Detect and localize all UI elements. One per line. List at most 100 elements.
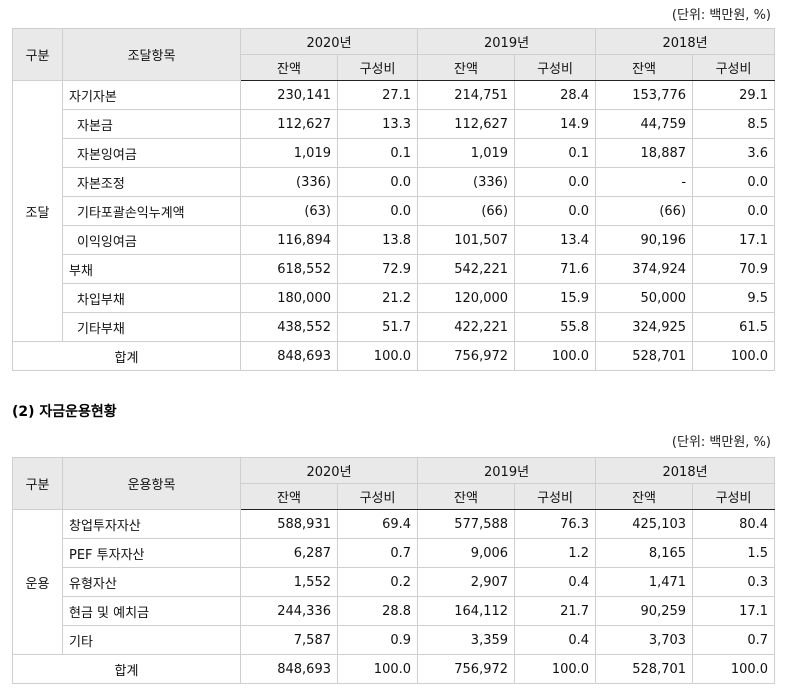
cell: 13.8 xyxy=(336,225,419,255)
cell: 15.9 xyxy=(514,283,597,313)
cell: 100.0 xyxy=(336,654,419,684)
row-label: 이익잉여금 xyxy=(62,225,241,255)
table-row: 자본조정 (336) 0.0 (336) 0.0 - 0.0 xyxy=(13,167,776,197)
cell: 0.4 xyxy=(514,625,597,655)
cell: 528,701 xyxy=(595,654,694,684)
row-label: 창업투자자산 xyxy=(62,509,241,539)
row-label: 자본금 xyxy=(62,109,241,139)
row-label: 기타 xyxy=(62,625,241,655)
cell: 848,693 xyxy=(240,341,338,371)
cell: 756,972 xyxy=(417,654,516,684)
cell: 0.1 xyxy=(514,138,597,168)
unit-label-table1: (단위: 백만원, %) xyxy=(671,8,771,23)
cell: 153,776 xyxy=(595,80,694,110)
table-row: 차입부채 180,000 21.2 120,000 15.9 50,000 9.… xyxy=(13,283,776,313)
cell: 528,701 xyxy=(595,341,694,371)
group-label: 조달 xyxy=(12,80,63,342)
header-ratio: 구성비 xyxy=(514,483,597,510)
table-row: 운용 창업투자자산 588,931 69.4 577,588 76.3 425,… xyxy=(12,509,776,655)
cell: 7,587 xyxy=(240,625,338,655)
table-row: 자본금 112,627 13.3 112,627 14.9 44,759 8.5 xyxy=(13,109,776,139)
table-row: 기타부채 438,552 51.7 422,221 55.8 324,925 6… xyxy=(13,312,776,342)
total-row: 합계 848,693 100.0 756,972 100.0 528,701 1… xyxy=(12,654,776,684)
cell: 0.0 xyxy=(514,196,597,226)
cell: 18,887 xyxy=(595,138,694,168)
cell: 72.9 xyxy=(336,254,419,284)
cell: 120,000 xyxy=(417,283,516,313)
cell: 6,287 xyxy=(240,538,338,568)
cell: 69.4 xyxy=(336,509,419,539)
cell: 8,165 xyxy=(595,538,694,568)
cell: 71.6 xyxy=(514,254,597,284)
row-label: 기타포괄손익누계액 xyxy=(62,196,241,226)
table-row: 자본잉여금 1,019 0.1 1,019 0.1 18,887 3.6 xyxy=(13,138,776,168)
row-label: 기타부채 xyxy=(62,312,241,342)
cell: 0.1 xyxy=(336,138,419,168)
cell: 542,221 xyxy=(417,254,516,284)
cell: 1.5 xyxy=(692,538,776,568)
header-year-2020: 2020년 xyxy=(239,457,419,484)
cell: 588,931 xyxy=(240,509,338,539)
header-balance: 잔액 xyxy=(417,483,516,510)
cell: 9.5 xyxy=(692,283,776,313)
cell: 577,588 xyxy=(417,509,516,539)
cell: 438,552 xyxy=(240,312,338,342)
table-row: 기타 7,587 0.9 3,359 0.4 3,703 0.7 xyxy=(13,625,776,655)
cell: 1,019 xyxy=(417,138,516,168)
cell: 13.4 xyxy=(514,225,597,255)
cell: 28.8 xyxy=(336,596,419,626)
row-label: 부채 xyxy=(62,254,241,284)
cell: 2,907 xyxy=(417,567,516,597)
cell: 100.0 xyxy=(336,341,419,371)
cell: 80.4 xyxy=(692,509,776,539)
header-year-2019: 2019년 xyxy=(417,457,597,484)
table-row: 현금 및 예치금 244,336 28.8 164,112 21.7 90,25… xyxy=(13,596,776,626)
table-row: 유형자산 1,552 0.2 2,907 0.4 1,471 0.3 xyxy=(13,567,776,597)
total-label: 합계 xyxy=(12,654,241,684)
group-label: 운용 xyxy=(12,509,63,655)
header-year-2019: 2019년 xyxy=(417,28,597,55)
cell: 112,627 xyxy=(417,109,516,139)
cell: 76.3 xyxy=(514,509,597,539)
row-label: 현금 및 예치금 xyxy=(62,596,241,626)
cell: 14.9 xyxy=(514,109,597,139)
cell: 90,259 xyxy=(595,596,694,626)
cell: 425,103 xyxy=(595,509,694,539)
cell: 9,006 xyxy=(417,538,516,568)
cell: 3,703 xyxy=(595,625,694,655)
row-label: 자본잉여금 xyxy=(62,138,241,168)
cell: 90,196 xyxy=(595,225,694,255)
total-label: 합계 xyxy=(12,341,241,371)
cell: 0.4 xyxy=(514,567,597,597)
cell: 55.8 xyxy=(514,312,597,342)
row-label: 차입부채 xyxy=(62,283,241,313)
cell: 848,693 xyxy=(240,654,338,684)
cell: 164,112 xyxy=(417,596,516,626)
fund-usage-table: 구분 운용항목 2020년 2019년 2018년 잔액 구성비 잔액 구성비 … xyxy=(12,457,776,684)
cell: 180,000 xyxy=(240,283,338,313)
cell: 13.3 xyxy=(336,109,419,139)
cell: (63) xyxy=(240,196,338,226)
table-row: PEF 투자자산 6,287 0.7 9,006 1.2 8,165 1.5 xyxy=(13,538,776,568)
cell: 44,759 xyxy=(595,109,694,139)
cell: 21.2 xyxy=(336,283,419,313)
cell: 3.6 xyxy=(692,138,776,168)
table-row: 조달 자기자본 230,141 27.1 214,751 28.4 153,77… xyxy=(12,80,776,342)
cell: 100.0 xyxy=(692,341,776,371)
funding-table: 구분 조달항목 2020년 2019년 2018년 잔액 구성비 잔액 구성비 … xyxy=(12,28,776,371)
row-label: 유형자산 xyxy=(62,567,241,597)
cell: - xyxy=(595,167,694,197)
cell: (66) xyxy=(417,196,516,226)
cell: 0.0 xyxy=(336,167,419,197)
table-row: 기타포괄손익누계액 (63) 0.0 (66) 0.0 (66) 0.0 xyxy=(13,196,776,226)
header-ratio: 구성비 xyxy=(336,483,419,510)
cell: 21.7 xyxy=(514,596,597,626)
cell: 0.0 xyxy=(692,196,776,226)
cell: 1,471 xyxy=(595,567,694,597)
cell: 3,359 xyxy=(417,625,516,655)
header-ratio: 구성비 xyxy=(336,54,419,81)
cell: 230,141 xyxy=(240,80,338,110)
cell: 0.3 xyxy=(692,567,776,597)
cell: 1,552 xyxy=(240,567,338,597)
table-row: 이익잉여금 116,894 13.8 101,507 13.4 90,196 1… xyxy=(13,225,776,255)
